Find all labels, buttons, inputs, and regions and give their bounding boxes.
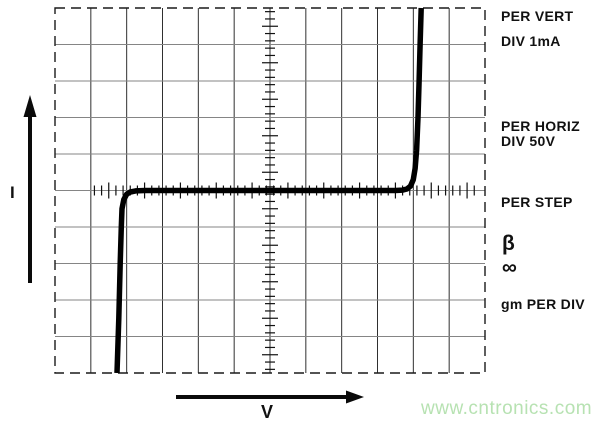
beta-symbol: β <box>502 232 516 255</box>
infinity-symbol: ∞ <box>502 256 518 279</box>
i-axis-arrow <box>23 95 37 283</box>
gm-per-div-label: gm PER DIV <box>501 296 585 312</box>
plot-border <box>54 7 486 374</box>
x-axis-label-voltage: V <box>261 402 274 422</box>
iv-curve <box>114 7 424 374</box>
watermark-text: www.cntronics.com <box>421 398 593 419</box>
per-horiz-div-value: DIV 50V <box>501 133 556 149</box>
per-step-label: PER STEP <box>501 194 573 210</box>
per-vert-div-value: DIV 1mA <box>501 33 561 49</box>
grid-lines <box>55 8 485 373</box>
y-axis-label-current: I <box>10 183 15 202</box>
v-axis-arrow <box>176 390 364 404</box>
per-horiz-label: PER HORIZ <box>501 118 580 134</box>
per-vert-label: PER VERT <box>501 8 574 24</box>
